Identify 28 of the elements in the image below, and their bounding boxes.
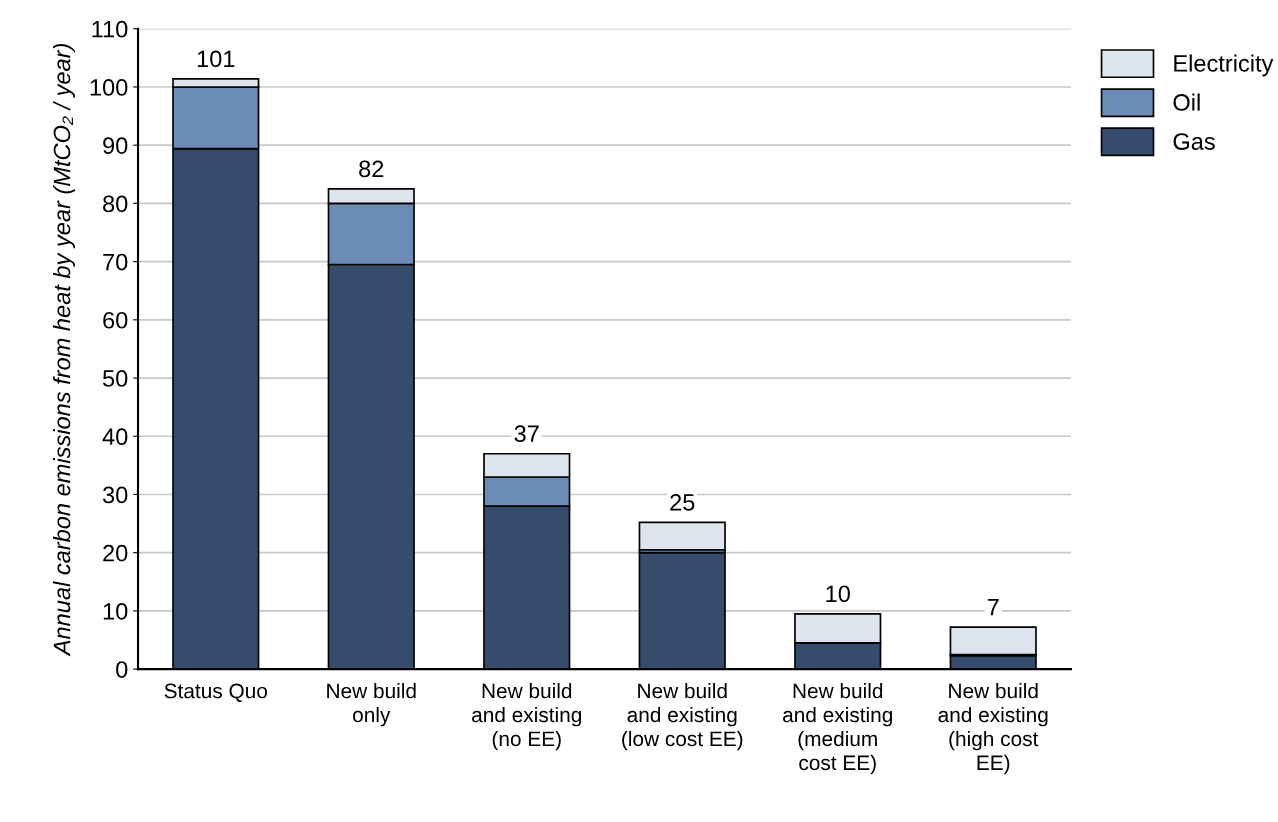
y-tick-label: 50	[102, 370, 128, 387]
y-tick-label: 0	[116, 661, 128, 678]
y-tick-label: 70	[103, 253, 128, 271]
legend-label: Electricity	[1174, 54, 1274, 77]
total-label: 37	[514, 425, 539, 443]
y-tick-label: 100	[90, 79, 128, 96]
legend-label: Oil	[1173, 93, 1200, 111]
y-tick-label: 40	[102, 428, 128, 446]
y-tick-label: 20	[103, 544, 128, 562]
x-tick-label: New build and existing (low cost EE)	[622, 683, 743, 751]
total-label: 25	[670, 494, 695, 511]
legend-label: Gas	[1173, 133, 1215, 150]
y-tick-label: 90	[103, 137, 128, 154]
x-tick-label: New build only	[327, 683, 416, 727]
total-label: 10	[826, 585, 850, 603]
x-tick-label: Status Quo	[164, 683, 268, 703]
y-axis-title: Annual carbon emissions from heat by year (MtCO₂ / year)	[53, 44, 76, 657]
y-tick-label: 10	[103, 602, 128, 620]
x-tick-label: New build and existing (high cost EE)	[938, 683, 1048, 775]
total-label: 82	[359, 160, 384, 178]
y-tick-label: 60	[103, 311, 128, 329]
total-label: 101	[197, 50, 235, 68]
y-tick-label: 110	[92, 20, 128, 38]
x-tick-label: New build and existing (medium cost EE)	[783, 683, 892, 775]
y-tick-label: 80	[103, 195, 128, 213]
y-tick-label: 30	[102, 486, 128, 504]
total-label: 7	[987, 599, 999, 616]
x-tick-label: New build and existing (no EE)	[472, 683, 581, 751]
